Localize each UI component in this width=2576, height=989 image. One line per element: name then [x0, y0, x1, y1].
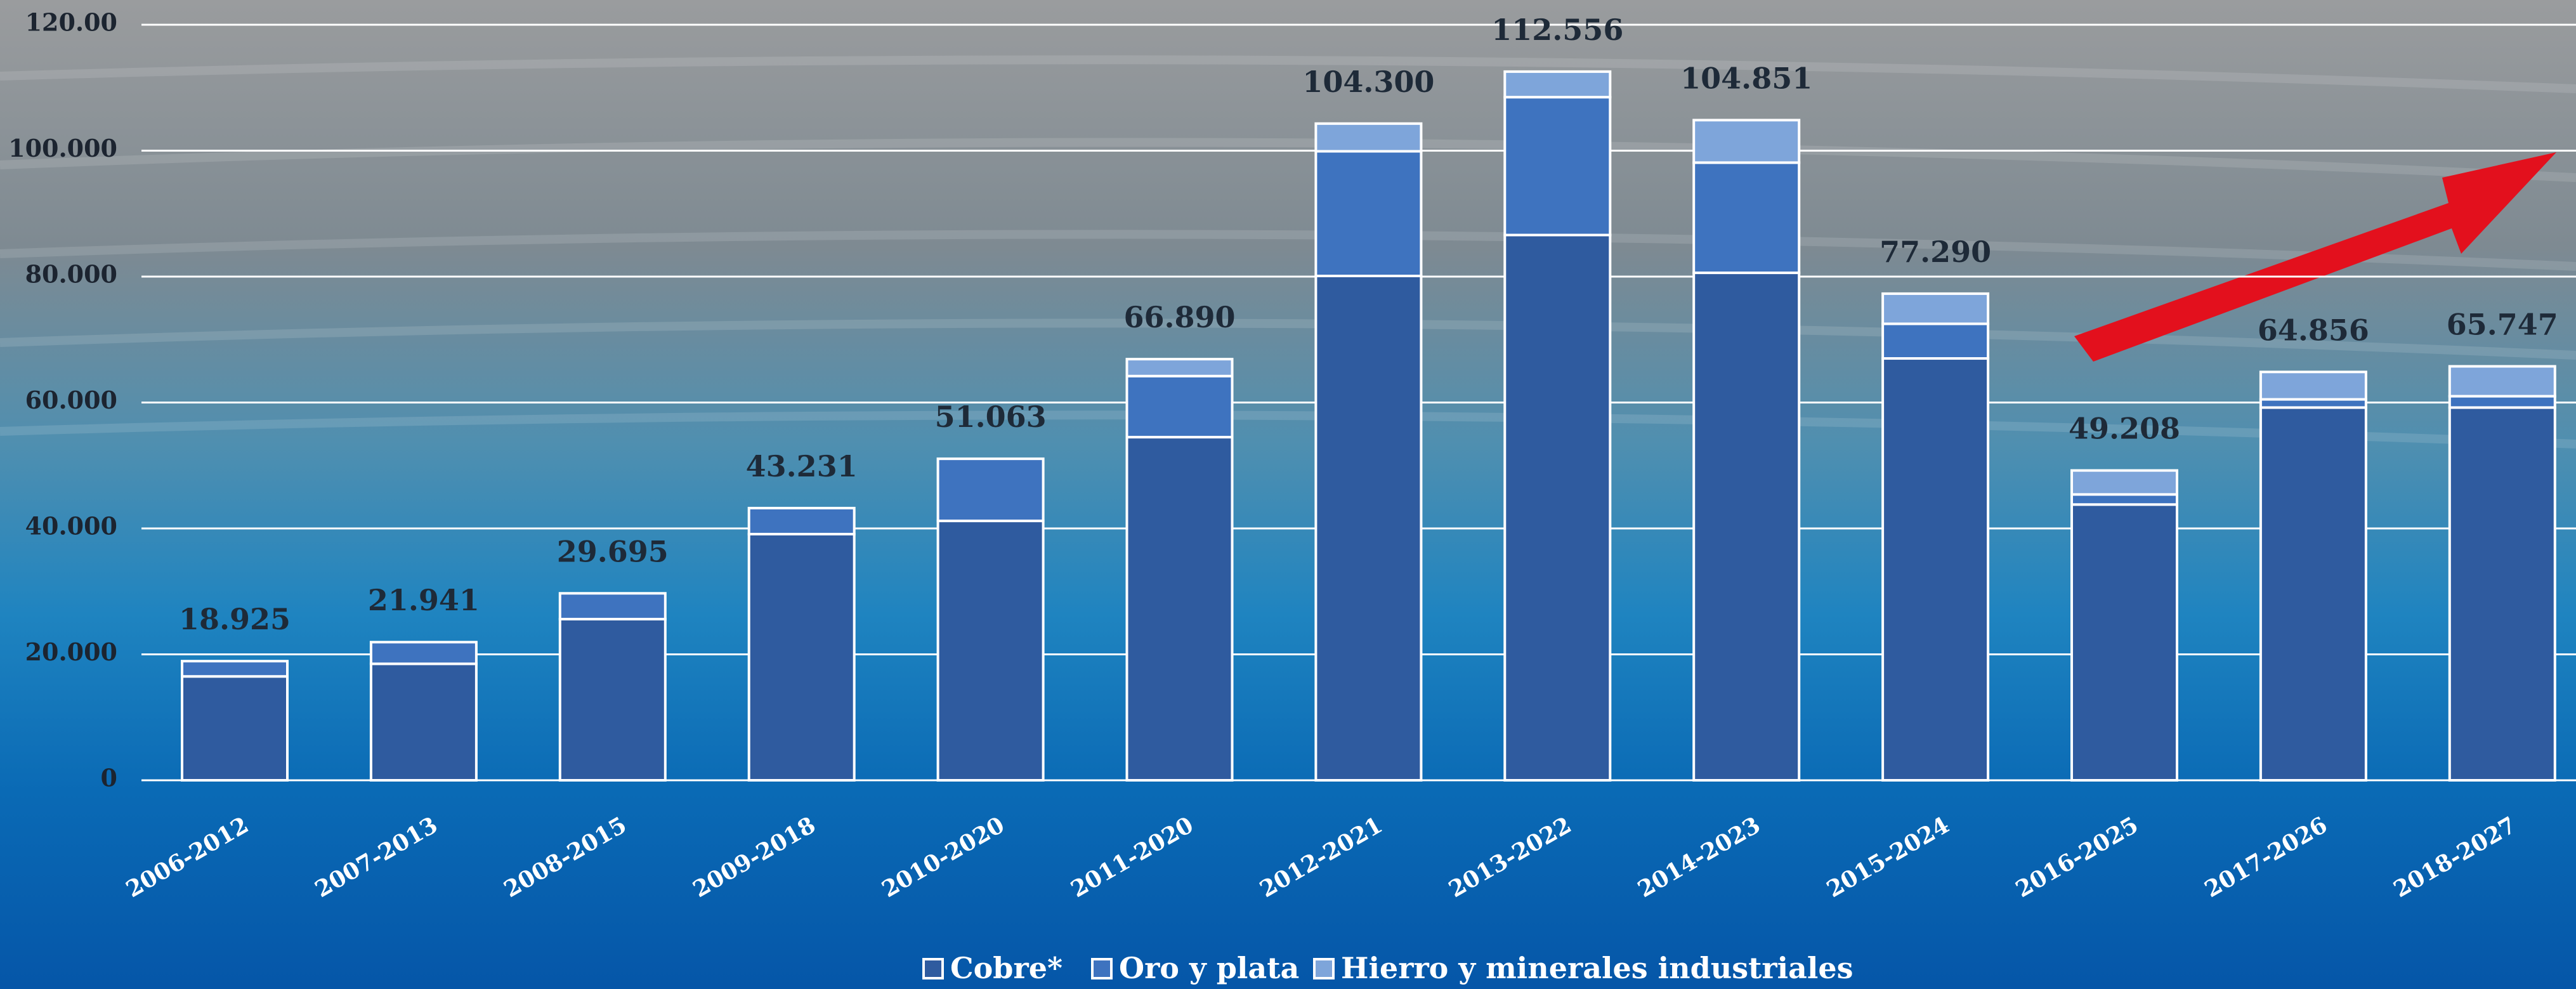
- legend-label: Oro y plata: [1119, 951, 1299, 985]
- bar-segment: [1881, 357, 1990, 782]
- bars: [181, 70, 2556, 782]
- y-tick-label: 60.000: [25, 386, 117, 414]
- bar-segment: [181, 675, 289, 782]
- total-label: 21.941: [368, 583, 480, 617]
- y-tick-label: 0: [101, 764, 117, 792]
- bar-segment: [1692, 119, 1801, 164]
- bar-segment: [1503, 70, 1612, 99]
- bar-segment: [1314, 122, 1423, 153]
- y-tick-label: 120.00: [25, 8, 117, 37]
- total-label: 18.925: [179, 602, 291, 636]
- bar-segment: [1314, 275, 1423, 782]
- total-label: 104.851: [1680, 61, 1812, 95]
- bar-segment: [1692, 272, 1801, 782]
- total-label: 43.231: [746, 449, 858, 483]
- bar-segment: [936, 457, 1045, 523]
- bar-segment: [936, 520, 1045, 782]
- y-tick-label: 20.000: [25, 638, 117, 666]
- bar-segment: [2259, 370, 2367, 401]
- bar-segment: [1503, 233, 1612, 782]
- bar-segment: [369, 641, 478, 665]
- y-tick-label: 100.000: [8, 134, 117, 162]
- bar-segment: [2448, 406, 2556, 782]
- bar-segment: [2259, 406, 2367, 782]
- bar-segment: [1125, 436, 1234, 782]
- bar-segment: [558, 617, 667, 782]
- bar-segment: [1881, 322, 1990, 360]
- legend-swatch: [1313, 958, 1335, 979]
- legend: Cobre* Oro y plata Hierro y minerales indu…: [922, 951, 1854, 985]
- terrace-texture: [0, 55, 2576, 449]
- bar-segment: [1881, 292, 1990, 325]
- bar-segment: [2448, 365, 2556, 398]
- bar-segment: [2070, 469, 2178, 496]
- bar-segment: [747, 506, 856, 535]
- bar-segment: [2070, 493, 2178, 506]
- y-tick-label: 40.000: [25, 512, 117, 540]
- legend-swatch: [922, 958, 944, 979]
- total-label: 66.890: [1123, 300, 1235, 334]
- bar-segment: [369, 662, 478, 782]
- bar-segment: [181, 660, 289, 678]
- bar-segment: [1503, 96, 1612, 237]
- bar-segment: [1125, 374, 1234, 439]
- bar-segment: [2070, 503, 2178, 782]
- total-label: 51.063: [935, 400, 1047, 434]
- bar-segment: [558, 592, 667, 620]
- bar-segment: [2448, 395, 2556, 409]
- trend-arrow: [2074, 152, 2556, 362]
- legend-label: Cobre*: [950, 951, 1062, 985]
- bar-segment: [1314, 150, 1423, 278]
- bar-segment: [1125, 358, 1234, 377]
- total-label: 64.856: [2258, 313, 2369, 347]
- total-label: 104.300: [1302, 65, 1434, 99]
- total-label: 29.695: [557, 534, 669, 568]
- total-label: 112.556: [1491, 13, 1623, 47]
- bar-segment: [747, 532, 856, 782]
- y-tick-label: 80.000: [25, 260, 117, 289]
- total-label: 65.747: [2447, 307, 2558, 341]
- total-label: 77.290: [1880, 235, 1991, 269]
- legend-swatch: [1091, 958, 1113, 979]
- legend-label: Hierro y minerales industriales: [1341, 951, 1854, 985]
- bar-segment: [1692, 161, 1801, 275]
- total-label: 49.208: [2069, 412, 2180, 446]
